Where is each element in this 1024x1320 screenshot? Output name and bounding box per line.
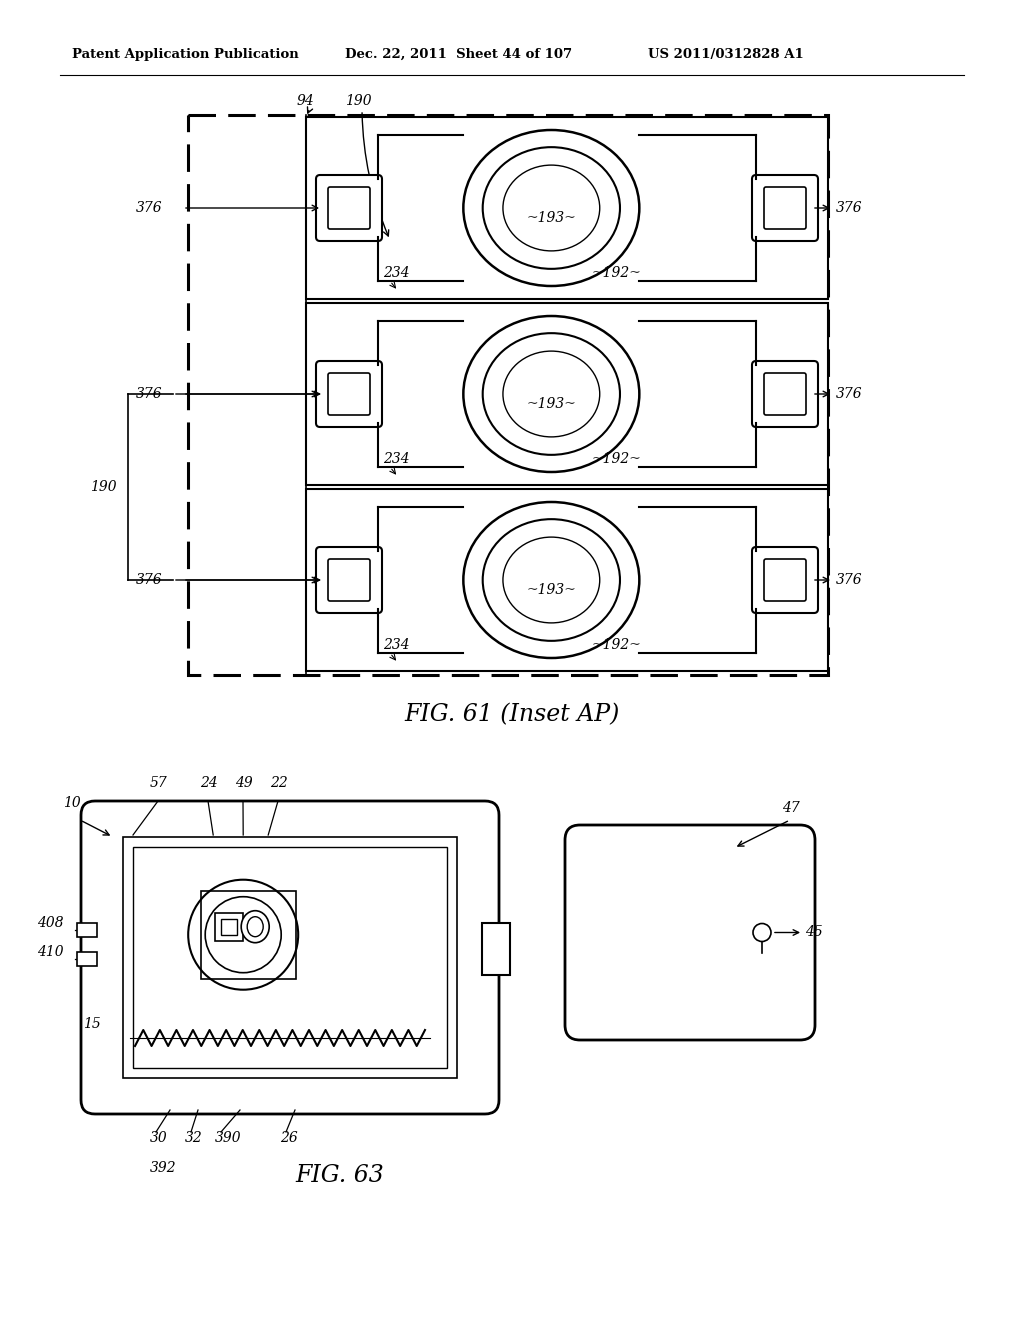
Text: 30: 30 xyxy=(150,1131,168,1144)
Text: 410: 410 xyxy=(37,945,63,958)
Ellipse shape xyxy=(482,519,620,640)
Text: ~193~: ~193~ xyxy=(526,211,577,224)
FancyBboxPatch shape xyxy=(752,546,818,612)
Text: FIG. 63: FIG. 63 xyxy=(296,1163,384,1187)
Ellipse shape xyxy=(242,911,269,942)
Text: 190: 190 xyxy=(90,480,117,494)
Text: 234: 234 xyxy=(383,267,410,280)
Bar xyxy=(201,891,296,978)
Text: ~192~: ~192~ xyxy=(591,451,641,466)
Text: 47: 47 xyxy=(782,801,800,814)
Text: ~192~: ~192~ xyxy=(591,638,641,652)
Bar xyxy=(77,923,97,937)
Text: 14: 14 xyxy=(400,1016,418,1031)
FancyBboxPatch shape xyxy=(752,360,818,426)
Text: 15: 15 xyxy=(83,1016,100,1031)
FancyBboxPatch shape xyxy=(81,801,499,1114)
Bar xyxy=(215,912,244,941)
Ellipse shape xyxy=(247,916,263,937)
Text: 24: 24 xyxy=(200,776,218,789)
Text: 408: 408 xyxy=(37,916,63,931)
Text: 22: 22 xyxy=(270,776,288,789)
FancyBboxPatch shape xyxy=(328,187,370,228)
Bar xyxy=(123,837,457,1078)
Bar xyxy=(77,952,97,966)
Text: 190: 190 xyxy=(345,94,372,108)
FancyBboxPatch shape xyxy=(764,558,806,601)
Text: 390: 390 xyxy=(215,1131,242,1144)
Circle shape xyxy=(188,879,298,990)
Bar xyxy=(306,488,828,671)
Text: 49: 49 xyxy=(234,776,253,789)
FancyBboxPatch shape xyxy=(316,176,382,242)
Text: 234: 234 xyxy=(383,638,410,652)
Bar xyxy=(306,304,828,484)
Text: Dec. 22, 2011  Sheet 44 of 107: Dec. 22, 2011 Sheet 44 of 107 xyxy=(345,48,572,61)
FancyBboxPatch shape xyxy=(764,187,806,228)
Bar xyxy=(221,919,238,935)
Ellipse shape xyxy=(463,129,639,286)
Bar xyxy=(306,117,828,300)
Text: 234: 234 xyxy=(383,451,410,466)
Text: 376: 376 xyxy=(836,573,862,587)
Text: Patent Application Publication: Patent Application Publication xyxy=(72,48,299,61)
Text: 376: 376 xyxy=(136,573,163,587)
Text: 26: 26 xyxy=(280,1131,298,1144)
FancyBboxPatch shape xyxy=(752,176,818,242)
FancyBboxPatch shape xyxy=(764,374,806,414)
Text: 32: 32 xyxy=(185,1131,203,1144)
Ellipse shape xyxy=(482,333,620,455)
Ellipse shape xyxy=(463,315,639,473)
Ellipse shape xyxy=(482,147,620,269)
Text: 392: 392 xyxy=(150,1162,176,1175)
Circle shape xyxy=(205,896,282,973)
Text: 376: 376 xyxy=(836,387,862,401)
Text: FIG. 61 (Inset AP): FIG. 61 (Inset AP) xyxy=(404,704,620,726)
Text: 376: 376 xyxy=(136,201,163,215)
Bar xyxy=(188,115,828,675)
Bar xyxy=(482,923,510,975)
Text: 376: 376 xyxy=(836,201,862,215)
FancyBboxPatch shape xyxy=(316,360,382,426)
Text: 57: 57 xyxy=(150,776,168,789)
Ellipse shape xyxy=(503,351,600,437)
Ellipse shape xyxy=(503,165,600,251)
FancyBboxPatch shape xyxy=(328,374,370,414)
FancyBboxPatch shape xyxy=(328,558,370,601)
Text: 10: 10 xyxy=(63,796,81,810)
Text: 45: 45 xyxy=(805,925,822,940)
Ellipse shape xyxy=(463,502,639,657)
Bar xyxy=(133,847,447,1068)
Text: ~193~: ~193~ xyxy=(526,583,577,597)
Text: 376: 376 xyxy=(136,387,163,401)
Text: ~193~: ~193~ xyxy=(526,397,577,411)
Circle shape xyxy=(753,924,771,941)
FancyBboxPatch shape xyxy=(316,546,382,612)
Text: 94: 94 xyxy=(297,94,314,108)
Text: ~192~: ~192~ xyxy=(591,267,641,280)
FancyBboxPatch shape xyxy=(565,825,815,1040)
Ellipse shape xyxy=(503,537,600,623)
Text: US 2011/0312828 A1: US 2011/0312828 A1 xyxy=(648,48,804,61)
